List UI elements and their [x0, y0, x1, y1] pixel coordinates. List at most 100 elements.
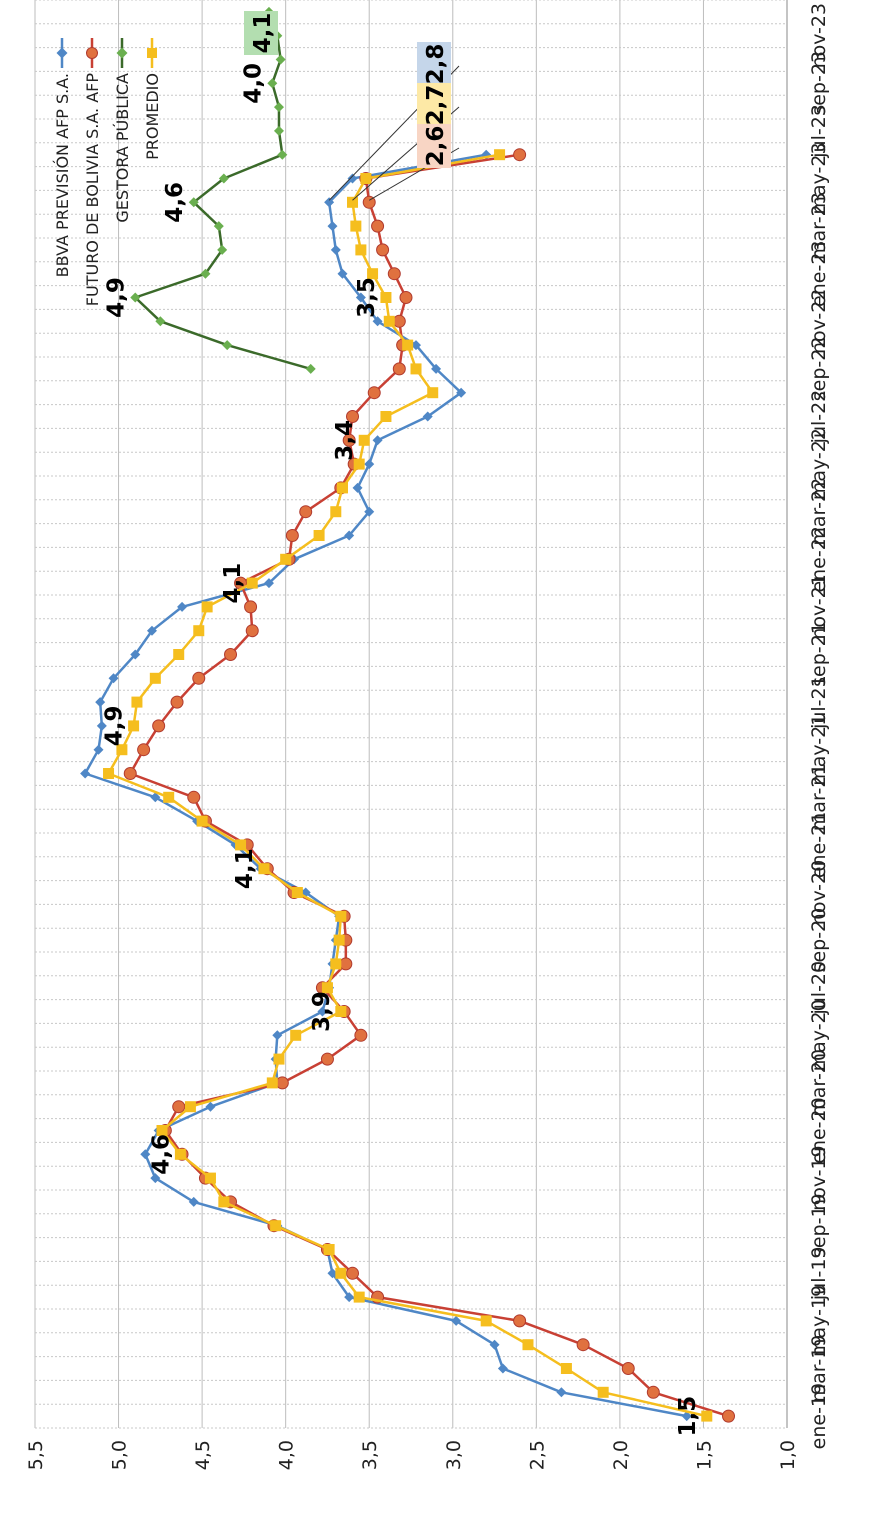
- data-point: [204, 1172, 216, 1184]
- x-tick-label: may-20: [808, 999, 830, 1071]
- data-point: [103, 768, 115, 779]
- data-point: [156, 1125, 168, 1136]
- data-point: [192, 671, 206, 685]
- data-point: [353, 1291, 365, 1303]
- data-point: [320, 1052, 334, 1066]
- data-label-box: [244, 11, 278, 55]
- data-point: [222, 340, 233, 351]
- data-point: [273, 102, 284, 113]
- series-2: [130, 6, 316, 374]
- data-point: [267, 78, 278, 89]
- data-point: [494, 149, 506, 161]
- data-point: [646, 1385, 660, 1399]
- data-point: [576, 1338, 590, 1352]
- data-point: [353, 458, 365, 470]
- series-line: [83, 153, 687, 1418]
- data-label-box: [417, 124, 451, 168]
- data-point: [399, 291, 413, 304]
- x-tick-label: sep-19: [808, 1193, 830, 1258]
- data-point: [327, 221, 338, 232]
- x-tick-label: may-22: [808, 428, 830, 500]
- data-point: [273, 1053, 285, 1065]
- data-point: [456, 387, 467, 398]
- y-tick-label: 1,5: [693, 1440, 715, 1470]
- data-point: [174, 1148, 186, 1160]
- data-labels: 1,5 4,6 3,9 4,1 4,9 4,1 3,4 3,5 2,82,72,6 4,9 4,6 4…: [102, 11, 701, 1436]
- data-point: [321, 982, 333, 994]
- x-tick-label: jul-19: [808, 1246, 830, 1301]
- data-label: 4,1: [232, 848, 258, 889]
- x-tick-label: nov-22: [808, 289, 830, 354]
- x-tick-label: mar-21: [808, 763, 830, 831]
- data-point: [337, 268, 348, 279]
- data-point: [497, 1363, 508, 1374]
- data-point: [123, 767, 137, 780]
- x-tick-label: sep-20: [808, 908, 830, 973]
- y-tick-label: 3,0: [443, 1440, 465, 1470]
- data-label: 1,5: [675, 1396, 701, 1437]
- data-label: 4,1: [220, 563, 246, 604]
- data-point: [218, 173, 229, 184]
- legend-label: PROMEDIO: [143, 73, 162, 160]
- x-tick-label: mar-22: [808, 478, 830, 546]
- data-label-box: [417, 42, 451, 86]
- data-point: [350, 220, 362, 232]
- data-point: [362, 195, 376, 209]
- data-point: [335, 910, 347, 922]
- x-tick-label: mar-19: [808, 1335, 830, 1403]
- data-point: [277, 149, 288, 160]
- data-point: [291, 887, 303, 898]
- data-point: [201, 601, 213, 613]
- x-tick-label: nov-20: [808, 860, 830, 925]
- data-point: [722, 1409, 736, 1423]
- data-point: [355, 292, 366, 303]
- data-point: [290, 1029, 302, 1041]
- axis-tick-labels: 1,01,52,02,53,03,54,04,55,05,5ene-19mar-…: [25, 3, 830, 1470]
- x-tick-label: may-23: [808, 142, 830, 214]
- data-point: [344, 530, 355, 541]
- data-label: 4,6: [162, 182, 188, 223]
- data-point: [383, 315, 395, 327]
- x-tick-label: sep-23: [808, 51, 830, 116]
- y-tick-label: 5,0: [109, 1440, 131, 1470]
- x-tick-label: nov-19: [808, 1145, 830, 1210]
- data-point: [299, 505, 313, 519]
- data-point: [128, 720, 140, 732]
- data-point: [235, 839, 247, 851]
- y-tick-label: 4,5: [192, 1440, 214, 1470]
- data-point: [173, 649, 185, 660]
- data-point: [513, 148, 527, 162]
- x-tick-label: mar-20: [808, 1049, 830, 1117]
- data-point: [137, 743, 151, 757]
- legend-item: BBVA PREVISIÓN AFP S.A.: [53, 38, 72, 277]
- data-point: [560, 1363, 572, 1374]
- data-point: [93, 744, 104, 755]
- data-point: [263, 578, 274, 589]
- legend-item: PROMEDIO: [143, 38, 162, 160]
- data-point: [188, 197, 199, 208]
- x-tick-label: ene-23: [808, 240, 830, 306]
- data-point: [205, 1101, 216, 1112]
- data-point: [352, 482, 363, 493]
- legend-label: BBVA PREVISIÓN AFP S.A.: [53, 73, 72, 277]
- data-label: 3,5: [354, 277, 380, 318]
- data-point: [170, 695, 184, 709]
- data-point: [80, 768, 91, 779]
- data-point: [355, 244, 367, 256]
- data-point: [95, 697, 106, 708]
- x-tick-label: may-21: [808, 714, 830, 786]
- data-point: [323, 1244, 335, 1255]
- y-tick-label: 2,5: [526, 1440, 548, 1470]
- data-point: [150, 792, 161, 803]
- data-point: [131, 696, 143, 708]
- data-point: [246, 577, 258, 589]
- data-point: [193, 625, 205, 637]
- x-tick-label: may-19: [808, 1285, 830, 1357]
- legend-item: FUTURO DE BOLIVIA S.A. AFP: [83, 38, 102, 306]
- data-point: [213, 221, 224, 232]
- data-point: [513, 1314, 527, 1328]
- data-point: [621, 1362, 635, 1375]
- data-point: [335, 1006, 347, 1017]
- data-point: [392, 314, 406, 328]
- data-point: [358, 434, 370, 446]
